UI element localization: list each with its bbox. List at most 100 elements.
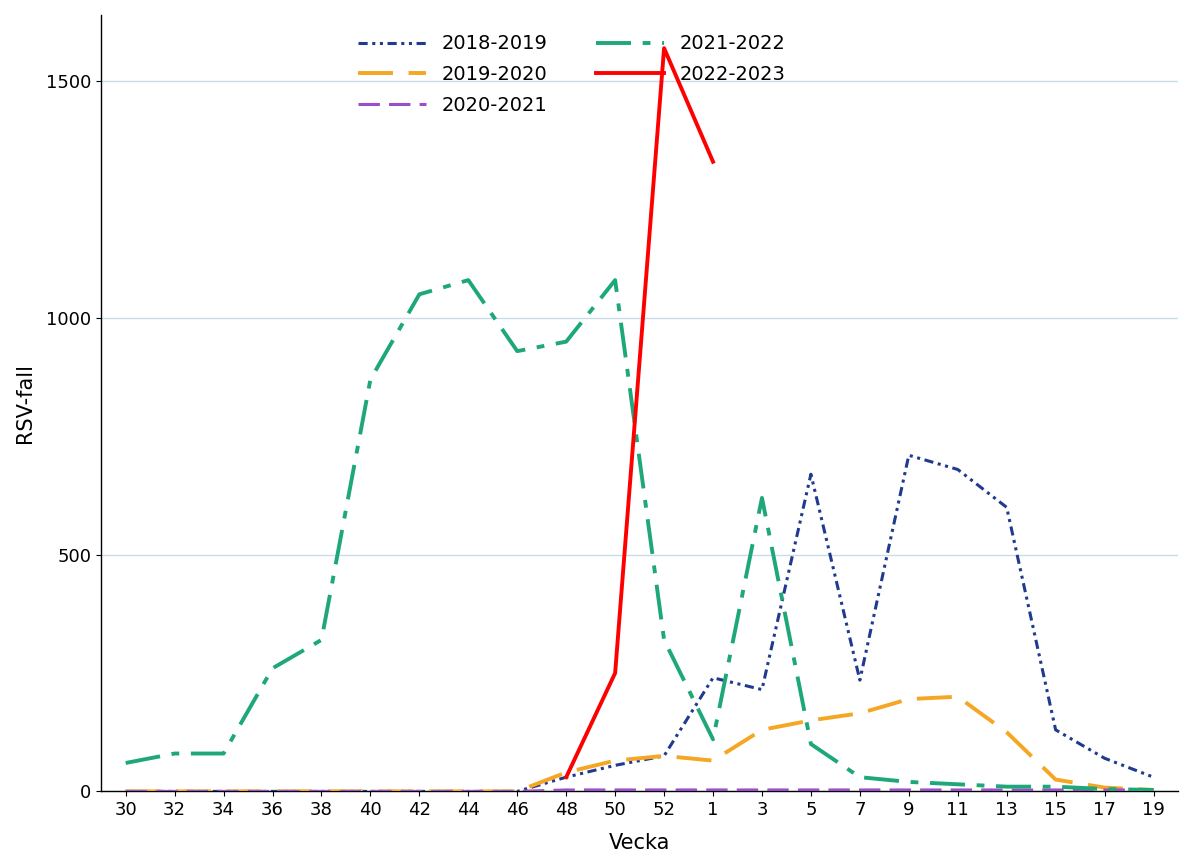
2018-2019: [608, 760, 623, 771]
2021-2022: [1000, 781, 1014, 792]
2020-2021: [1000, 785, 1014, 795]
2021-2022: [902, 777, 916, 787]
2020-2021: [657, 785, 672, 795]
2020-2021: [462, 786, 476, 797]
2019-2020: [314, 786, 328, 797]
Line: 2019-2020: 2019-2020: [125, 697, 1154, 792]
2020-2021: [167, 786, 181, 797]
2020-2021: [363, 786, 377, 797]
2020-2021: [118, 786, 132, 797]
2021-2022: [462, 275, 476, 286]
2019-2020: [560, 767, 574, 778]
2018-2019: [951, 464, 965, 475]
2019-2020: [511, 786, 525, 797]
2021-2022: [413, 289, 427, 299]
2018-2019: [314, 786, 328, 797]
2020-2021: [951, 785, 965, 795]
2018-2019: [413, 786, 427, 797]
2020-2021: [1098, 785, 1112, 795]
2022-2023: [608, 667, 623, 678]
2019-2020: [1000, 727, 1014, 738]
2018-2019: [216, 786, 230, 797]
2018-2019: [706, 673, 721, 683]
Legend: 2018-2019, 2019-2020, 2020-2021, 2021-2022, 2022-2023: 2018-2019, 2019-2020, 2020-2021, 2021-20…: [348, 24, 795, 124]
2021-2022: [951, 779, 965, 790]
2022-2023: [706, 156, 721, 167]
2021-2022: [363, 374, 377, 385]
2018-2019: [462, 786, 476, 797]
2018-2019: [1146, 772, 1161, 782]
2019-2020: [216, 786, 230, 797]
2018-2019: [1098, 753, 1112, 764]
2020-2021: [804, 785, 818, 795]
2018-2019: [657, 751, 672, 761]
2018-2019: [265, 786, 279, 797]
2019-2020: [755, 725, 769, 735]
2021-2022: [216, 748, 230, 759]
2021-2022: [167, 748, 181, 759]
2021-2022: [1146, 785, 1161, 795]
2020-2021: [608, 785, 623, 795]
2018-2019: [1000, 502, 1014, 512]
2020-2021: [853, 785, 867, 795]
2020-2021: [216, 786, 230, 797]
2018-2019: [755, 684, 769, 694]
2022-2023: [560, 772, 574, 782]
2020-2021: [1146, 785, 1161, 795]
Line: 2021-2022: 2021-2022: [125, 280, 1154, 790]
2018-2019: [1049, 725, 1063, 735]
2019-2020: [413, 786, 427, 797]
Y-axis label: RSV-fall: RSV-fall: [16, 363, 35, 444]
2018-2019: [853, 675, 867, 686]
2019-2020: [363, 786, 377, 797]
Line: 2020-2021: 2020-2021: [125, 790, 1154, 792]
2019-2020: [118, 786, 132, 797]
2020-2021: [706, 785, 721, 795]
2019-2020: [1049, 774, 1063, 785]
2019-2020: [951, 692, 965, 702]
2021-2022: [657, 635, 672, 645]
2021-2022: [608, 275, 623, 286]
2021-2022: [755, 493, 769, 503]
2018-2019: [118, 786, 132, 797]
2021-2022: [118, 758, 132, 768]
2020-2021: [413, 786, 427, 797]
2022-2023: [657, 43, 672, 53]
2018-2019: [902, 450, 916, 461]
2020-2021: [314, 786, 328, 797]
2020-2021: [560, 785, 574, 795]
2020-2021: [265, 786, 279, 797]
2019-2020: [1098, 782, 1112, 792]
2019-2020: [902, 694, 916, 704]
2019-2020: [608, 755, 623, 766]
2021-2022: [511, 346, 525, 357]
2019-2020: [657, 751, 672, 761]
X-axis label: Vecka: Vecka: [608, 833, 670, 853]
2019-2020: [1146, 785, 1161, 795]
2020-2021: [755, 785, 769, 795]
2020-2021: [1049, 785, 1063, 795]
2019-2020: [462, 786, 476, 797]
2021-2022: [1049, 781, 1063, 792]
2018-2019: [560, 772, 574, 782]
2020-2021: [511, 786, 525, 797]
2019-2020: [804, 715, 818, 726]
2020-2021: [902, 785, 916, 795]
2019-2020: [167, 786, 181, 797]
2021-2022: [560, 337, 574, 347]
2018-2019: [511, 786, 525, 797]
2021-2022: [853, 772, 867, 782]
2018-2019: [167, 786, 181, 797]
Line: 2018-2019: 2018-2019: [125, 456, 1154, 792]
2018-2019: [363, 786, 377, 797]
2021-2022: [1098, 784, 1112, 794]
2019-2020: [265, 786, 279, 797]
2021-2022: [265, 663, 279, 674]
Line: 2022-2023: 2022-2023: [567, 48, 713, 777]
2021-2022: [706, 734, 721, 745]
2019-2020: [706, 755, 721, 766]
2021-2022: [314, 635, 328, 645]
2019-2020: [853, 708, 867, 719]
2018-2019: [804, 469, 818, 479]
2021-2022: [804, 739, 818, 749]
